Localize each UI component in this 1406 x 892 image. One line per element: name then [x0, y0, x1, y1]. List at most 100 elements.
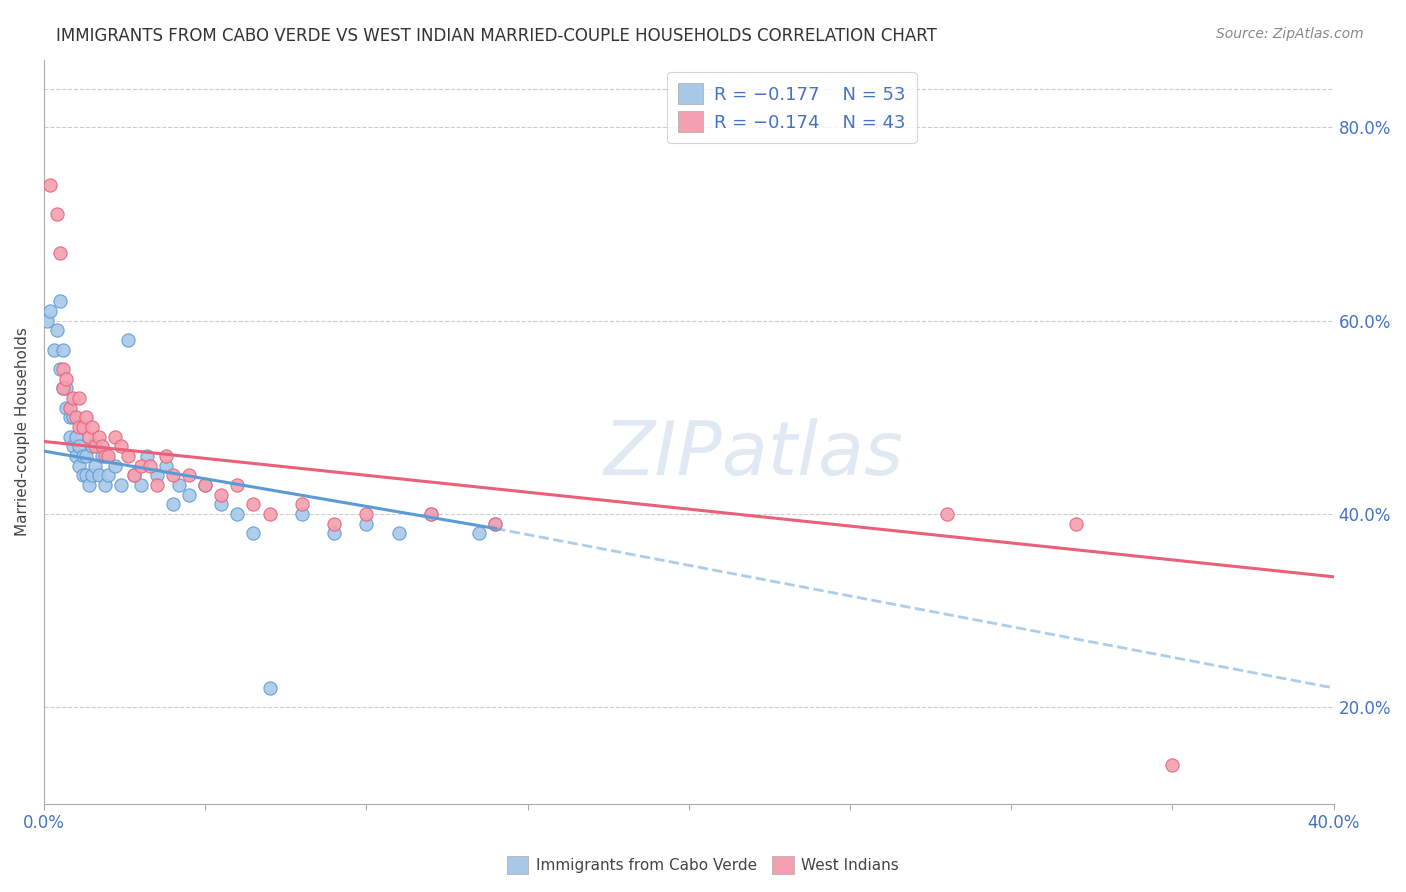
- Point: [77, 478, 100, 492]
- Point: [55, 381, 77, 395]
- Point: [484, 516, 506, 531]
- Point: [67, 420, 90, 434]
- Point: [356, 516, 378, 531]
- Point: [122, 468, 145, 483]
- Point: [77, 429, 100, 443]
- Point: [94, 449, 117, 463]
- Point: [110, 478, 132, 492]
- Point: [65, 410, 87, 425]
- Point: [117, 449, 139, 463]
- Point: [291, 497, 314, 511]
- Point: [104, 458, 127, 473]
- Y-axis label: Married-couple Households: Married-couple Households: [15, 327, 30, 536]
- Point: [84, 458, 107, 473]
- Point: [87, 468, 110, 483]
- Point: [484, 516, 506, 531]
- Point: [145, 468, 167, 483]
- Point: [356, 507, 378, 521]
- Point: [75, 449, 97, 463]
- Point: [87, 429, 110, 443]
- Point: [72, 420, 94, 434]
- Point: [419, 507, 441, 521]
- Point: [67, 458, 90, 473]
- Point: [177, 488, 200, 502]
- Point: [67, 439, 90, 453]
- Point: [94, 478, 117, 492]
- Point: [155, 458, 177, 473]
- Point: [39, 304, 62, 318]
- Point: [62, 391, 84, 405]
- Point: [209, 497, 232, 511]
- Point: [39, 178, 62, 193]
- Point: [59, 410, 82, 425]
- Point: [90, 449, 112, 463]
- Point: [194, 478, 217, 492]
- Point: [104, 429, 127, 443]
- Point: [117, 333, 139, 347]
- Point: [194, 478, 217, 492]
- Point: [468, 526, 491, 541]
- Point: [419, 507, 441, 521]
- Point: [387, 526, 409, 541]
- Point: [62, 410, 84, 425]
- Point: [82, 468, 104, 483]
- Point: [55, 371, 77, 385]
- Point: [45, 207, 67, 221]
- Point: [169, 478, 191, 492]
- Point: [259, 507, 281, 521]
- Point: [90, 439, 112, 453]
- Point: [1064, 516, 1087, 531]
- Point: [55, 401, 77, 415]
- Point: [935, 507, 957, 521]
- Point: [52, 362, 75, 376]
- Point: [52, 381, 75, 395]
- Legend: R = −0.177    N = 53, R = −0.174    N = 43: R = −0.177 N = 53, R = −0.174 N = 43: [668, 72, 917, 143]
- Point: [155, 449, 177, 463]
- Point: [72, 468, 94, 483]
- Point: [42, 343, 65, 357]
- Point: [62, 439, 84, 453]
- Point: [49, 362, 72, 376]
- Text: Source: ZipAtlas.com: Source: ZipAtlas.com: [1216, 27, 1364, 41]
- Point: [259, 681, 281, 695]
- Point: [49, 294, 72, 309]
- Point: [226, 478, 249, 492]
- Point: [242, 497, 264, 511]
- Point: [242, 526, 264, 541]
- Point: [122, 468, 145, 483]
- Point: [136, 449, 159, 463]
- Point: [291, 507, 314, 521]
- Point: [67, 391, 90, 405]
- Point: [323, 516, 346, 531]
- Point: [97, 449, 120, 463]
- Point: [52, 381, 75, 395]
- Point: [84, 439, 107, 453]
- Point: [177, 468, 200, 483]
- Point: [162, 468, 184, 483]
- Point: [145, 478, 167, 492]
- Point: [45, 323, 67, 337]
- Point: [52, 343, 75, 357]
- Point: [162, 497, 184, 511]
- Point: [323, 526, 346, 541]
- Point: [82, 439, 104, 453]
- Point: [59, 401, 82, 415]
- Point: [110, 439, 132, 453]
- Text: ZIPatlas: ZIPatlas: [603, 418, 903, 490]
- Point: [49, 246, 72, 260]
- Point: [75, 468, 97, 483]
- Point: [209, 488, 232, 502]
- Legend: Immigrants from Cabo Verde, West Indians: Immigrants from Cabo Verde, West Indians: [501, 850, 905, 880]
- Point: [37, 313, 59, 327]
- Point: [97, 468, 120, 483]
- Point: [139, 458, 162, 473]
- Point: [72, 449, 94, 463]
- Point: [226, 507, 249, 521]
- Point: [65, 449, 87, 463]
- Point: [65, 429, 87, 443]
- Point: [129, 478, 152, 492]
- Point: [1161, 758, 1184, 772]
- Text: IMMIGRANTS FROM CABO VERDE VS WEST INDIAN MARRIED-COUPLE HOUSEHOLDS CORRELATION : IMMIGRANTS FROM CABO VERDE VS WEST INDIA…: [56, 27, 938, 45]
- Point: [82, 420, 104, 434]
- Point: [59, 429, 82, 443]
